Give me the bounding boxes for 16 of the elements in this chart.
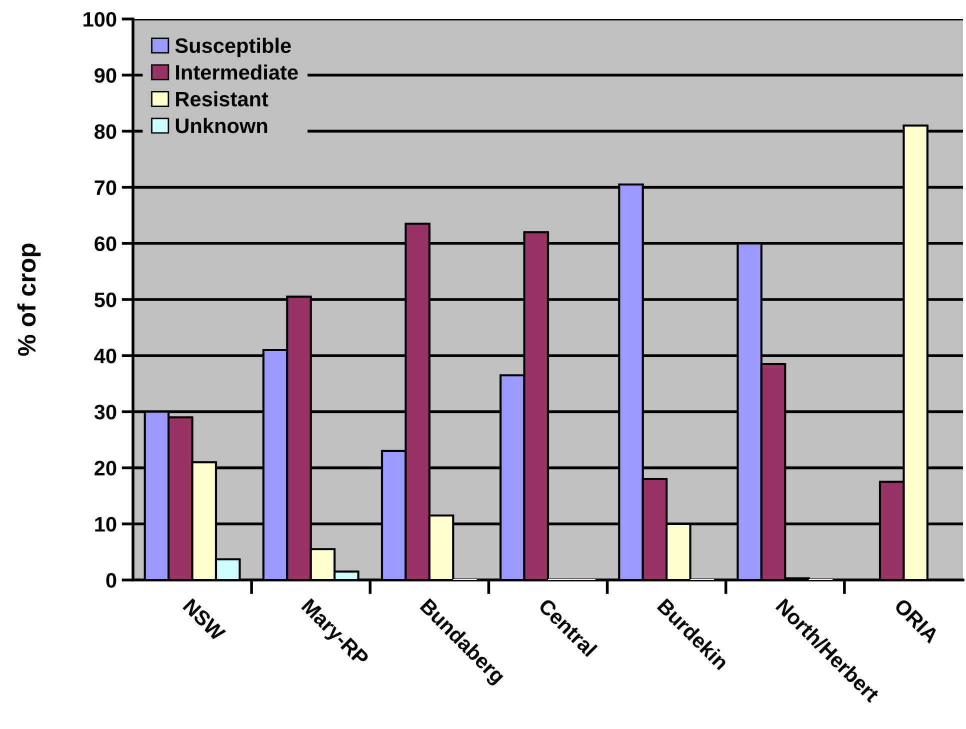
y-tick-label: 60 <box>94 236 116 252</box>
legend-label: Unknown <box>176 118 268 134</box>
y-tick-label: 80 <box>94 124 116 139</box>
y-tick-label: 0 <box>106 573 116 588</box>
y-tick-label: 30 <box>94 404 116 420</box>
y-tick-label: 100 <box>84 12 116 27</box>
y-axis-title: % of crop <box>17 244 41 356</box>
y-tick-label: 50 <box>94 292 116 308</box>
y-tick-label: 40 <box>94 348 116 364</box>
y-tick-label: 90 <box>94 68 116 83</box>
y-tick-label: 10 <box>95 516 116 532</box>
legend-label: Susceptible <box>175 38 291 58</box>
legend-label: Resistant <box>176 91 268 106</box>
y-tick-label: 70 <box>94 180 116 196</box>
y-tick-label: 20 <box>94 460 116 476</box>
legend-label: Intermediate <box>176 64 298 80</box>
